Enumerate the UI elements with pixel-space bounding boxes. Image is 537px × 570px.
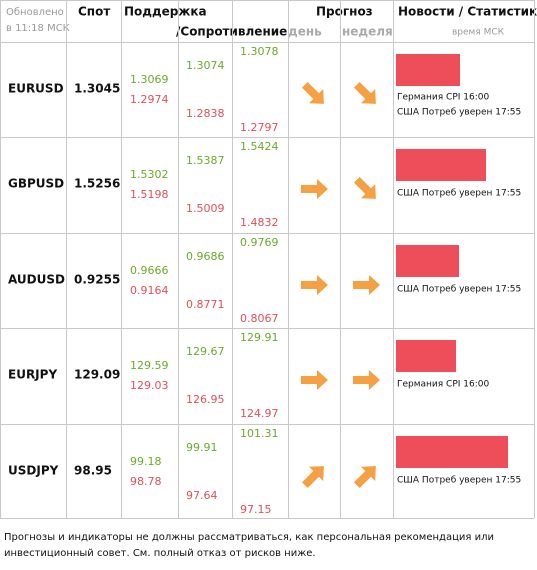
disclaimer: инвестиционный совет. См. полный отказ о… bbox=[4, 548, 316, 559]
resistance: 1.3074 bbox=[186, 59, 225, 72]
support: 1.5009 bbox=[186, 202, 225, 215]
news-item: США Потреб уверен 17:55 bbox=[397, 108, 521, 118]
week-header: неделя bbox=[342, 25, 393, 39]
resistance: 1.5302 bbox=[130, 168, 169, 181]
resistance: 1.3078 bbox=[240, 45, 279, 58]
forecast-arrow bbox=[353, 275, 380, 295]
news-importance bbox=[396, 54, 460, 86]
news-importance bbox=[396, 245, 459, 277]
support: 0.8067 bbox=[240, 312, 279, 325]
support: 1.2838 bbox=[186, 107, 225, 120]
resistance: 99.18 bbox=[130, 455, 162, 468]
news-item: США Потреб уверен 17:55 bbox=[397, 189, 521, 199]
forecast-arrow bbox=[301, 275, 328, 295]
news-item: США Потреб уверен 17:55 bbox=[397, 285, 521, 295]
forecast-arrow bbox=[353, 176, 376, 199]
news-time-header: время МСК bbox=[452, 28, 505, 38]
support: 124.97 bbox=[240, 407, 279, 420]
forecast-arrow bbox=[301, 466, 324, 489]
spot: 129.09 bbox=[74, 368, 120, 382]
resistance: 101.31 bbox=[240, 427, 279, 440]
resistance: 0.9666 bbox=[130, 264, 169, 277]
spot-header: Спот bbox=[78, 5, 110, 19]
news-item: США Потреб уверен 17:55 bbox=[397, 476, 521, 486]
resistance: 99.91 bbox=[186, 441, 218, 454]
support: 1.4832 bbox=[240, 216, 279, 229]
support: 98.78 bbox=[130, 475, 162, 488]
levels-header: /Сопротивление bbox=[176, 25, 287, 39]
forecast-arrow bbox=[353, 81, 376, 104]
resistance: 1.5387 bbox=[186, 154, 225, 167]
updated-time: в 11:18 МСК bbox=[6, 23, 70, 34]
pair: USDJPY bbox=[8, 464, 59, 478]
news-importance bbox=[396, 436, 508, 468]
news-importance bbox=[396, 340, 456, 372]
resistance: 0.9686 bbox=[186, 250, 225, 263]
support: 1.5198 bbox=[130, 188, 169, 201]
forecast-arrow bbox=[353, 370, 380, 390]
support: 129.03 bbox=[130, 379, 169, 392]
support: 0.8771 bbox=[186, 298, 225, 311]
forecast-arrow bbox=[301, 370, 328, 390]
resistance: 0.9769 bbox=[240, 236, 279, 249]
support: 0.9164 bbox=[130, 284, 169, 297]
support: 1.2797 bbox=[240, 121, 279, 134]
spot: 1.5256 bbox=[74, 177, 120, 191]
resistance: 1.3069 bbox=[130, 73, 169, 86]
resistance: 129.91 bbox=[240, 331, 279, 344]
disclaimer: Прогнозы и индикаторы не должны рассматр… bbox=[4, 532, 494, 543]
updated-label: Обновлено bbox=[6, 7, 64, 18]
support: 1.2974 bbox=[130, 93, 169, 106]
forecast-header: Прогноз bbox=[316, 5, 373, 19]
support: 97.15 bbox=[240, 503, 272, 516]
news-header: Новости / Статистика bbox=[398, 5, 537, 19]
pair: EURUSD bbox=[8, 82, 64, 96]
support: 97.64 bbox=[186, 489, 218, 502]
pair: AUDUSD bbox=[8, 273, 65, 287]
resistance: 1.5424 bbox=[240, 140, 279, 153]
forecast-arrow bbox=[301, 179, 328, 199]
spot: 98.95 bbox=[74, 464, 112, 478]
news-importance bbox=[396, 149, 486, 181]
resistance: 129.67 bbox=[186, 345, 225, 358]
news-item: Германия CPI 16:00 bbox=[397, 93, 489, 103]
forecast-arrow bbox=[301, 81, 324, 104]
pair: EURJPY bbox=[8, 368, 57, 382]
spot: 0.9255 bbox=[74, 273, 120, 287]
spot: 1.3045 bbox=[74, 82, 120, 96]
support: 126.95 bbox=[186, 393, 225, 406]
news-item: Германия CPI 16:00 bbox=[397, 380, 489, 390]
pair: GBPUSD bbox=[8, 177, 64, 191]
resistance: 129.59 bbox=[130, 359, 169, 372]
levels-header: Поддержка bbox=[124, 5, 207, 19]
forecast-arrow bbox=[353, 466, 376, 489]
day-header: день bbox=[288, 25, 322, 39]
